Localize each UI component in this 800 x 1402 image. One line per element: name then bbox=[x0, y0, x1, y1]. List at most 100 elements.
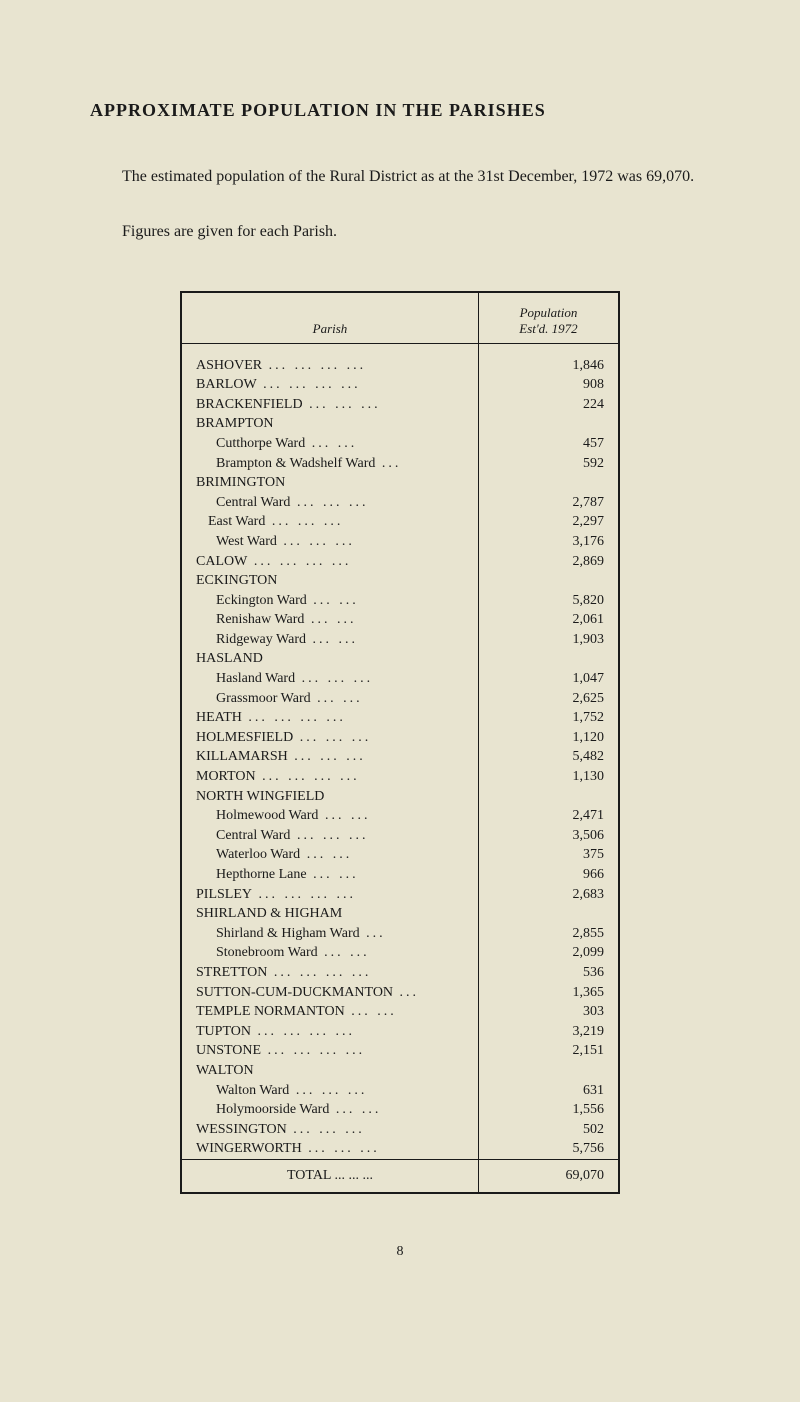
leader-dots: ... bbox=[393, 985, 419, 1000]
parish-cell: ECKINGTON bbox=[182, 571, 478, 591]
table-row: BRIMINGTON bbox=[182, 473, 618, 493]
leader-dots: ... ... bbox=[318, 945, 370, 960]
population-cell: 631 bbox=[478, 1081, 618, 1101]
parish-label: PILSLEY bbox=[196, 887, 252, 902]
parish-label: Central Ward bbox=[216, 828, 290, 843]
population-cell bbox=[478, 787, 618, 807]
leader-dots: ... ... bbox=[318, 808, 370, 823]
parish-label: BARLOW bbox=[196, 377, 257, 392]
parish-label: SHIRLAND & HIGHAM bbox=[196, 906, 342, 921]
parish-label: Eckington Ward bbox=[216, 593, 307, 608]
parish-label: Hepthorne Lane bbox=[216, 867, 307, 882]
table-row: East Ward ... ... ...2,297 bbox=[182, 512, 618, 532]
leader-dots: ... ... bbox=[300, 847, 352, 862]
parish-cell: Hasland Ward ... ... ... bbox=[182, 669, 478, 689]
table-row: West Ward ... ... ...3,176 bbox=[182, 532, 618, 552]
population-cell: 1,365 bbox=[478, 983, 618, 1003]
population-cell: 502 bbox=[478, 1120, 618, 1140]
table-row: WESSINGTON ... ... ...502 bbox=[182, 1120, 618, 1140]
parish-label: TEMPLE NORMANTON bbox=[196, 1004, 345, 1019]
leader-dots: ... ... ... bbox=[265, 514, 343, 529]
header-pop-line2: Est'd. 1972 bbox=[519, 321, 577, 336]
parish-label: WALTON bbox=[196, 1063, 254, 1078]
total-value: 69,070 bbox=[478, 1159, 618, 1191]
parish-label: Shirland & Higham Ward bbox=[216, 926, 360, 941]
table-row: Holymoorside Ward ... ...1,556 bbox=[182, 1100, 618, 1120]
leader-dots: ... ... ... bbox=[293, 730, 371, 745]
population-cell: 1,120 bbox=[478, 728, 618, 748]
table-row: Waterloo Ward ... ...375 bbox=[182, 845, 618, 865]
parish-label: TUPTON bbox=[196, 1024, 251, 1039]
leader-dots: ... ... bbox=[307, 593, 359, 608]
population-cell bbox=[478, 473, 618, 493]
table-row: Renishaw Ward ... ...2,061 bbox=[182, 610, 618, 630]
table-row: NORTH WINGFIELD bbox=[182, 787, 618, 807]
sub-paragraph: Figures are given for each Parish. bbox=[90, 223, 710, 241]
parish-cell: Waterloo Ward ... ... bbox=[182, 845, 478, 865]
parish-label: STRETTON bbox=[196, 965, 267, 980]
table-row: Eckington Ward ... ...5,820 bbox=[182, 591, 618, 611]
leader-dots: ... ... ... ... bbox=[256, 769, 360, 784]
parish-label: BRIMINGTON bbox=[196, 475, 285, 490]
population-cell: 536 bbox=[478, 963, 618, 983]
population-cell bbox=[478, 1061, 618, 1081]
parish-cell: Ridgeway Ward ... ... bbox=[182, 630, 478, 650]
parish-label: WESSINGTON bbox=[196, 1122, 287, 1137]
parish-cell: TUPTON ... ... ... ... bbox=[182, 1022, 478, 1042]
population-cell: 1,047 bbox=[478, 669, 618, 689]
parish-cell: BRAMPTON bbox=[182, 414, 478, 434]
parish-label: MORTON bbox=[196, 769, 256, 784]
parish-label: ECKINGTON bbox=[196, 573, 277, 588]
parish-label: Hasland Ward bbox=[216, 671, 295, 686]
population-cell: 5,756 bbox=[478, 1139, 618, 1159]
leader-dots: ... ... ... bbox=[290, 828, 368, 843]
parish-label: CALOW bbox=[196, 554, 247, 569]
parish-cell: BRIMINGTON bbox=[182, 473, 478, 493]
table-row: Cutthorpe Ward ... ...457 bbox=[182, 434, 618, 454]
parish-label: Renishaw Ward bbox=[216, 612, 304, 627]
table-row: PILSLEY ... ... ... ... 2,683 bbox=[182, 885, 618, 905]
parish-label: Cutthorpe Ward bbox=[216, 436, 305, 451]
leader-dots: ... ... ... bbox=[290, 495, 368, 510]
parish-cell: East Ward ... ... ... bbox=[182, 512, 478, 532]
leader-dots: ... ... bbox=[306, 632, 358, 647]
parish-label: Brampton & Wadshelf Ward bbox=[216, 456, 375, 471]
parish-label: WINGERWORTH bbox=[196, 1141, 302, 1156]
page-title: APPROXIMATE POPULATION IN THE PARISHES bbox=[90, 100, 710, 121]
parish-cell: Renishaw Ward ... ... bbox=[182, 610, 478, 630]
population-cell: 375 bbox=[478, 845, 618, 865]
parish-cell: NORTH WINGFIELD bbox=[182, 787, 478, 807]
table-row: HOLMESFIELD ... ... ...1,120 bbox=[182, 728, 618, 748]
population-cell: 2,099 bbox=[478, 943, 618, 963]
table-row: Holmewood Ward ... ...2,471 bbox=[182, 806, 618, 826]
population-table-container: Parish Population Est'd. 1972 ASHOVER ..… bbox=[180, 291, 620, 1193]
population-cell: 1,130 bbox=[478, 767, 618, 787]
parish-cell: Shirland & Higham Ward ... bbox=[182, 924, 478, 944]
table-row: CALOW ... ... ... ...2,869 bbox=[182, 552, 618, 572]
parish-cell: Central Ward ... ... ... bbox=[182, 493, 478, 513]
population-cell: 2,683 bbox=[478, 885, 618, 905]
population-table: Parish Population Est'd. 1972 ASHOVER ..… bbox=[182, 293, 618, 1191]
parish-cell: SUTTON-CUM-DUCKMANTON ... bbox=[182, 983, 478, 1003]
parish-cell: West Ward ... ... ... bbox=[182, 532, 478, 552]
leader-dots: ... ... bbox=[304, 612, 356, 627]
parish-label: HEATH bbox=[196, 710, 242, 725]
population-cell: 3,219 bbox=[478, 1022, 618, 1042]
population-cell: 5,482 bbox=[478, 747, 618, 767]
parish-label: BRAMPTON bbox=[196, 416, 274, 431]
leader-dots: ... ... ... ... bbox=[252, 887, 356, 902]
parish-cell: ASHOVER ... ... ... ... bbox=[182, 343, 478, 375]
table-row: Walton Ward ... ... ...631 bbox=[182, 1081, 618, 1101]
parish-cell: TEMPLE NORMANTON ... ... bbox=[182, 1002, 478, 1022]
population-cell bbox=[478, 571, 618, 591]
table-row: Ridgeway Ward ... ...1,903 bbox=[182, 630, 618, 650]
leader-dots: ... ... ... bbox=[277, 534, 355, 549]
leader-dots: ... ... bbox=[345, 1004, 397, 1019]
table-row: Hasland Ward ... ... ...1,047 bbox=[182, 669, 618, 689]
parish-label: UNSTONE bbox=[196, 1043, 261, 1058]
table-row: Central Ward ... ... ...3,506 bbox=[182, 826, 618, 846]
parish-label: West Ward bbox=[216, 534, 277, 549]
population-cell: 2,151 bbox=[478, 1041, 618, 1061]
parish-cell: WINGERWORTH ... ... ... bbox=[182, 1139, 478, 1159]
table-row: ASHOVER ... ... ... ...1,846 bbox=[182, 343, 618, 375]
